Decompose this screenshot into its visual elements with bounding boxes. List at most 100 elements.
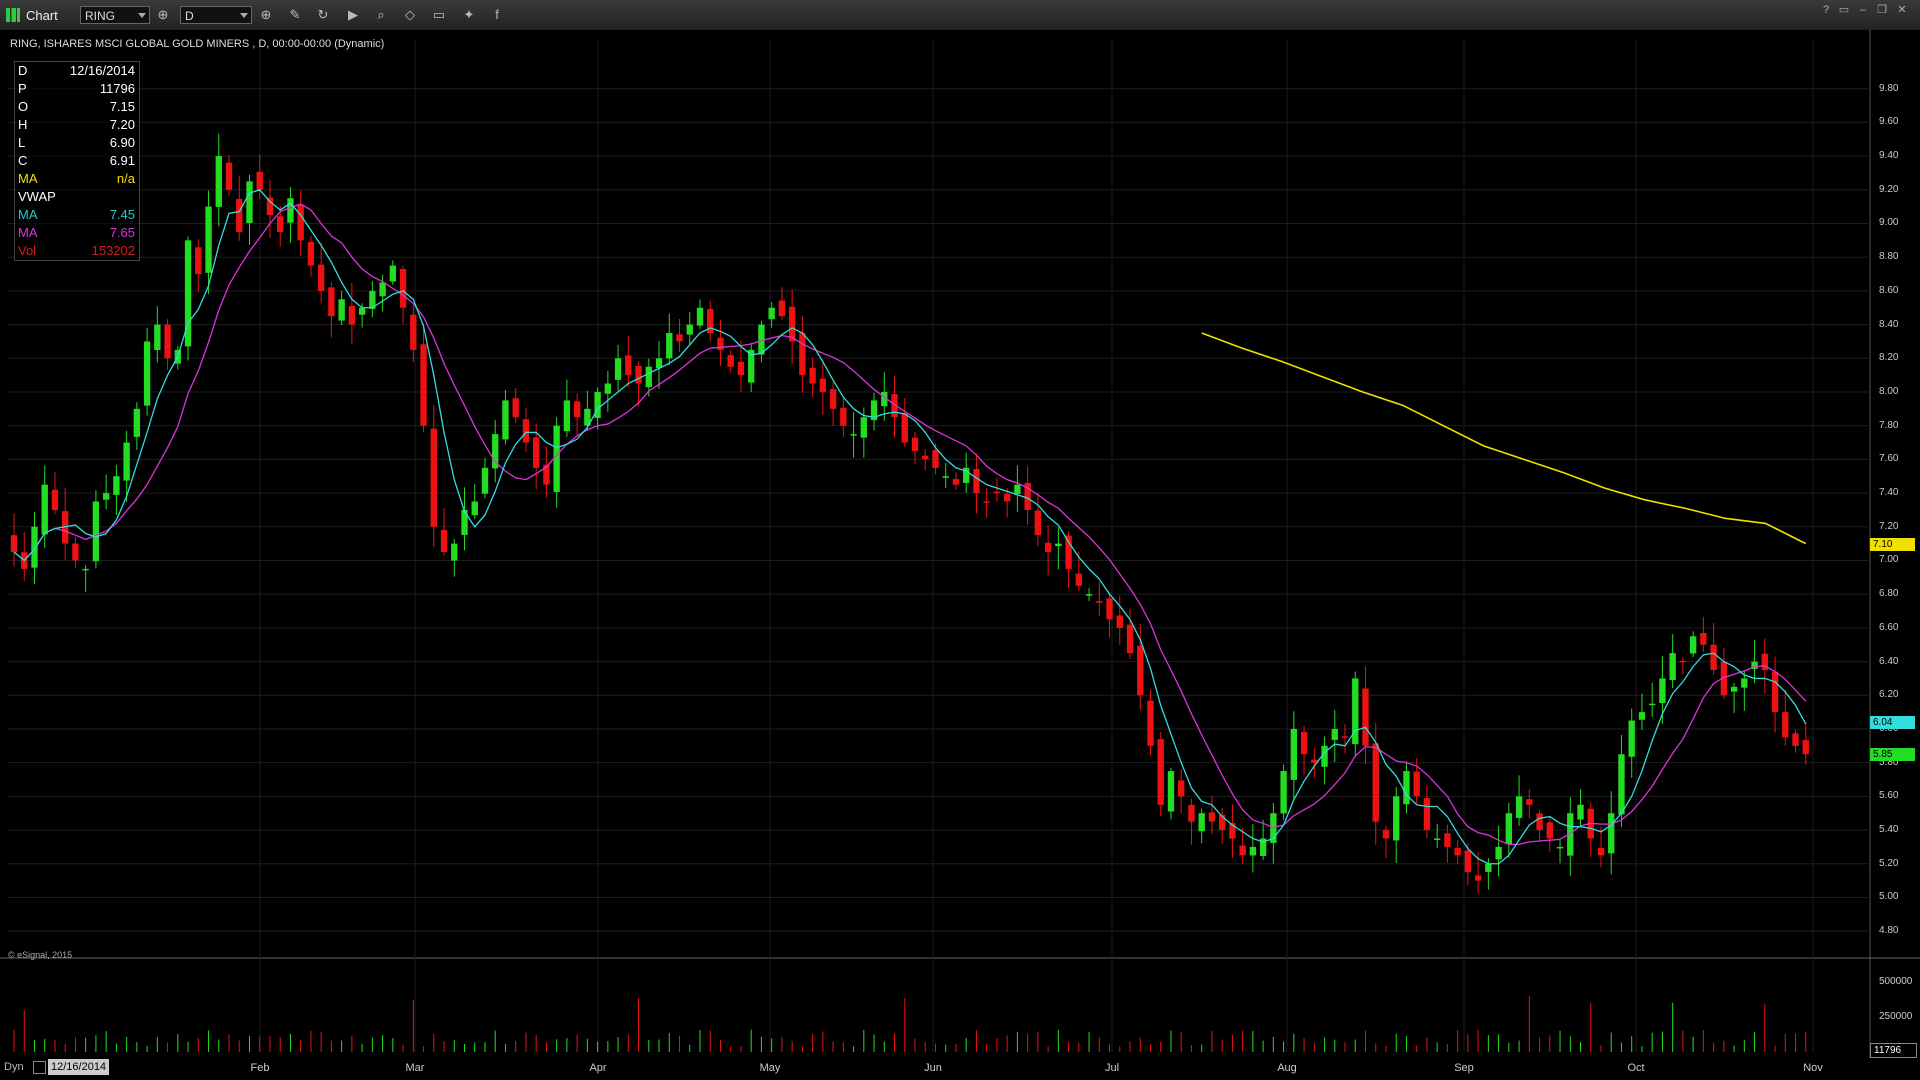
candle-body (1782, 712, 1789, 738)
dyn-toggle[interactable] (33, 1061, 46, 1074)
candle-body (1403, 771, 1410, 805)
x-tick-label: May (759, 1062, 781, 1074)
candle-body (1393, 796, 1400, 841)
price-tag-ma-yellow: 7.10 (1870, 537, 1915, 551)
candle-body (246, 181, 253, 224)
candle-body (881, 391, 888, 407)
candle-body (1034, 510, 1042, 536)
candle-body (952, 479, 960, 485)
candle-body (410, 314, 417, 350)
data-window-key: H (18, 117, 28, 132)
volume-tick-label: 250000 (1879, 1011, 1913, 1022)
chevron-down-icon[interactable] (138, 13, 146, 18)
candle-body (1628, 720, 1635, 757)
candle-body (788, 306, 796, 342)
candle-body (348, 305, 356, 325)
chevron-down-icon[interactable] (240, 13, 248, 18)
candle-body (1249, 846, 1257, 856)
candle-body (635, 365, 642, 384)
data-window-row: Vol 153202 (18, 242, 135, 260)
candle-body (1710, 644, 1717, 670)
facebook-icon[interactable]: f (495, 7, 499, 22)
candle-body (860, 417, 867, 438)
y-tick-label: 8.20 (1879, 352, 1899, 364)
y-tick-label: 7.40 (1879, 487, 1899, 499)
comment-icon[interactable]: ▭ (432, 7, 446, 22)
data-window-key: MA (18, 171, 38, 186)
data-window-value: 12/16/2014 (69, 63, 135, 78)
candle-body (328, 287, 335, 317)
candle-body (287, 198, 294, 223)
candle-body (1208, 812, 1216, 822)
candle-body (164, 324, 171, 359)
data-window-row: C 6.91 (18, 152, 135, 170)
candle-body (522, 419, 530, 443)
candle-body (82, 568, 89, 571)
candle-body (389, 265, 397, 282)
x-tick-label: Mar (405, 1062, 425, 1074)
candle-body (102, 493, 110, 500)
symbol-input[interactable]: RING (80, 6, 150, 24)
candle-body (922, 455, 929, 460)
candle-body (72, 543, 79, 561)
candle-body (1474, 875, 1482, 881)
data-window-row: MA 7.45 (18, 206, 135, 224)
y-tick-label: 9.60 (1879, 116, 1899, 128)
play-icon[interactable]: ▶ (348, 7, 358, 22)
candle-body (215, 156, 222, 207)
app-title: Chart (6, 6, 58, 24)
restore-icon[interactable]: ▭ (1838, 4, 1850, 16)
symbol-input-value: RING (85, 9, 115, 23)
data-window-row: VWAP (18, 188, 135, 206)
x-tick-label: Jun (924, 1062, 942, 1074)
y-tick-label: 7.60 (1879, 453, 1899, 465)
close-icon[interactable]: ✕ (1897, 4, 1907, 16)
candle-body (154, 324, 161, 350)
y-tick-label: 8.00 (1879, 385, 1899, 397)
candle-body (1689, 636, 1697, 654)
data-window-row: L 6.90 (18, 134, 135, 152)
candle-body (143, 341, 151, 406)
candle-body (31, 526, 38, 568)
candle-body (205, 206, 212, 273)
toolbar: Chart RING ⊕ D ⊕ ✎ ↻ ▶ ⌕ ◇ ▭ ✦ f ? ▭ – ❐… (0, 0, 1920, 31)
refresh-icon[interactable]: ↻ (317, 7, 329, 22)
zoom-icon[interactable]: ⌕ (377, 7, 385, 22)
candle-body (1290, 728, 1298, 780)
candle-body (993, 491, 1001, 494)
y-tick-label: 5.80 (1879, 756, 1899, 768)
candle-body (666, 333, 673, 359)
y-tick-label: 5.60 (1879, 790, 1899, 802)
x-tick-label: Sep (1454, 1062, 1474, 1074)
candle-body (594, 391, 601, 418)
candle-body (1556, 846, 1564, 849)
twitter-icon[interactable]: ✦ (463, 7, 475, 22)
candle-body (1515, 796, 1523, 818)
candle-body (307, 241, 315, 266)
candle-body (440, 529, 448, 553)
symbol-lookup-icon[interactable]: ⊕ (157, 7, 169, 22)
candle-body (799, 332, 806, 376)
interval-input[interactable]: D (180, 6, 252, 24)
candle-body (1085, 594, 1093, 596)
data-window-key: L (18, 135, 26, 150)
candle-body (1802, 740, 1809, 755)
pencil-icon[interactable]: ✎ (289, 7, 301, 22)
y-tick-label: 7.80 (1879, 419, 1899, 431)
interval-lookup-icon[interactable]: ⊕ (260, 7, 272, 22)
candle-body (471, 501, 478, 516)
maximize-icon[interactable]: ❐ (1877, 4, 1887, 16)
y-tick-label: 9.00 (1879, 217, 1899, 229)
minimize-icon[interactable]: – (1859, 4, 1867, 16)
eraser-icon[interactable]: ◇ (405, 7, 415, 22)
candle-body (819, 378, 827, 392)
data-window-key: D (18, 63, 28, 78)
ma-yellow-line (1201, 332, 1807, 545)
candle-body (1311, 759, 1318, 763)
candle-body (1341, 736, 1349, 738)
data-window-key: MA (18, 207, 38, 222)
price-chart[interactable] (0, 30, 1920, 1080)
candle-body (1536, 813, 1543, 831)
help-icon[interactable]: ? (1822, 4, 1830, 16)
candle-body (809, 367, 816, 384)
